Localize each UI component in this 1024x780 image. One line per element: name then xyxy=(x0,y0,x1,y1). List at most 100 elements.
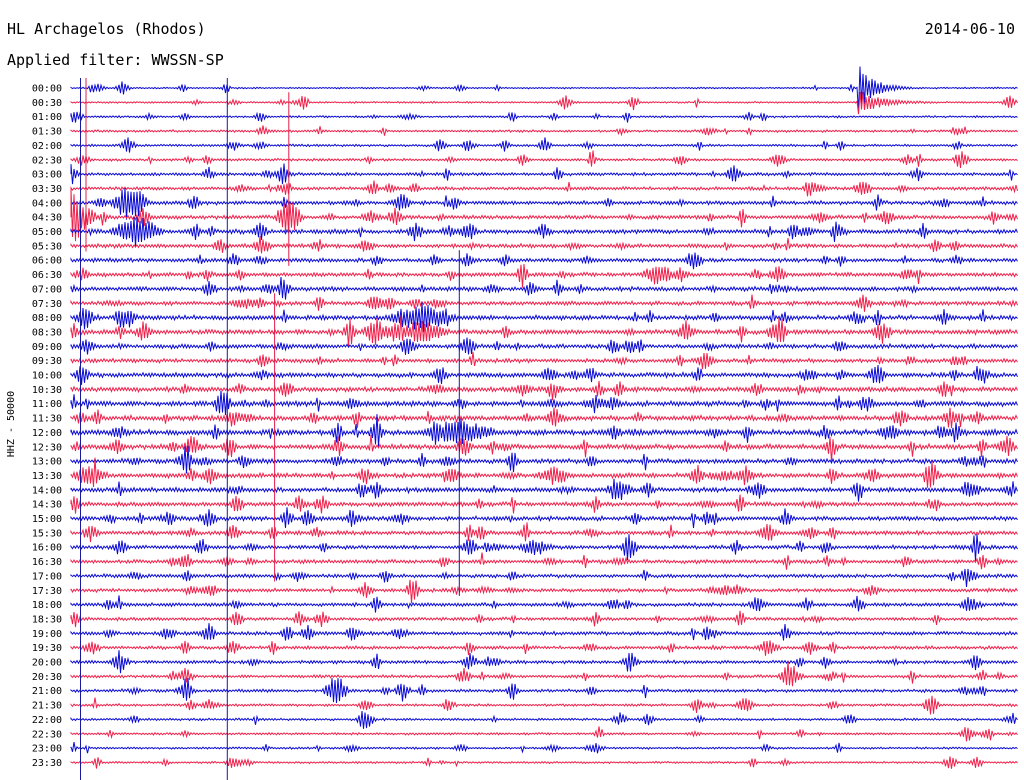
row-label: 04:00 xyxy=(32,198,62,209)
trace-row-0130 xyxy=(70,125,1018,137)
filter-label: Applied filter: WWSSN-SP xyxy=(7,51,224,69)
row-label: 00:00 xyxy=(32,84,62,95)
row-label: 07:30 xyxy=(32,299,62,310)
row-label: 22:00 xyxy=(32,715,62,726)
trace-row-0230 xyxy=(70,150,1018,169)
row-label: 12:00 xyxy=(32,428,62,439)
row-label: 11:30 xyxy=(32,414,62,425)
trace-row-2130 xyxy=(70,695,1018,715)
trace-row-1630 xyxy=(70,552,1018,570)
y-axis-label: HHZ - 50000 xyxy=(6,391,17,457)
trace-row-2200 xyxy=(70,710,1018,729)
trace-row-1130 xyxy=(70,407,1018,429)
row-label: 17:00 xyxy=(32,571,62,582)
row-label: 16:00 xyxy=(32,543,62,554)
trace-row-0730 xyxy=(70,294,1018,312)
row-label: 05:00 xyxy=(32,227,62,238)
row-label: 22:30 xyxy=(32,729,62,740)
row-label: 10:00 xyxy=(32,371,62,382)
row-label: 09:00 xyxy=(32,342,62,353)
filter-prefix: Applied filter: xyxy=(7,51,143,69)
trace-row-0000 xyxy=(70,66,1018,113)
row-label: 17:30 xyxy=(32,586,62,597)
trace-row-1430 xyxy=(70,494,1018,514)
trace-row-2300 xyxy=(70,742,1018,754)
trace-row-1700 xyxy=(70,568,1018,587)
trace-row-1730 xyxy=(70,579,1018,604)
row-label-layer: 00:00 00:30 01:00 01:30 02:00 02:30 03:00 03:30… xyxy=(32,84,62,769)
row-label: 18:00 xyxy=(32,600,62,611)
row-label: 02:00 xyxy=(32,141,62,152)
row-label: 03:00 xyxy=(32,170,62,181)
row-label: 23:30 xyxy=(32,758,62,769)
row-label: 23:00 xyxy=(32,744,62,755)
row-label: 21:30 xyxy=(32,701,62,712)
row-label: 18:30 xyxy=(32,614,62,625)
row-label: 15:00 xyxy=(32,514,62,525)
trace-row-1900 xyxy=(70,623,1018,641)
row-label: 19:30 xyxy=(32,643,62,654)
row-label: 09:30 xyxy=(32,356,62,367)
row-label: 01:00 xyxy=(32,112,62,123)
row-label: 02:30 xyxy=(32,155,62,166)
row-label: 10:30 xyxy=(32,385,62,396)
row-label: 11:00 xyxy=(32,399,62,410)
date-label: 2014-06-10 xyxy=(924,20,1015,38)
row-label: 20:00 xyxy=(32,658,62,669)
trace-row-1000 xyxy=(70,364,1018,385)
row-label: 19:00 xyxy=(32,629,62,640)
row-label: 16:30 xyxy=(32,557,62,568)
trace-row-1500 xyxy=(70,507,1018,529)
row-label: 13:30 xyxy=(32,471,62,482)
row-label: 06:00 xyxy=(32,256,62,267)
station-title: HL Archagelos (Rhodos) xyxy=(7,20,206,38)
trace-row-1830 xyxy=(70,610,1018,628)
marker-layer xyxy=(80,78,460,780)
trace-row-0200 xyxy=(70,137,1018,153)
trace-row-0630 xyxy=(70,263,1018,288)
trace-row-0030 xyxy=(70,92,1018,115)
trace-row-1600 xyxy=(70,533,1018,561)
trace-row-0700 xyxy=(70,276,1018,300)
trace-row-0300 xyxy=(70,163,1018,185)
trace-row-0330 xyxy=(70,180,1018,197)
row-label: 15:30 xyxy=(32,528,62,539)
trace-row-0500 xyxy=(70,216,1018,248)
row-label: 01:30 xyxy=(32,127,62,138)
trace-row-1930 xyxy=(70,640,1018,656)
row-label: 04:30 xyxy=(32,213,62,224)
filter-name: WWSSN-SP xyxy=(151,51,224,69)
trace-row-0930 xyxy=(70,351,1018,370)
row-label: 14:30 xyxy=(32,500,62,511)
row-label: 05:30 xyxy=(32,241,62,252)
trace-row-0100 xyxy=(70,111,1018,123)
row-label: 08:30 xyxy=(32,327,62,338)
row-label: 13:00 xyxy=(32,457,62,468)
trace-row-0400 xyxy=(70,187,1018,220)
trace-row-2230 xyxy=(70,726,1018,742)
trace-row-2030 xyxy=(70,661,1018,687)
row-label: 12:30 xyxy=(32,442,62,453)
row-label: 00:30 xyxy=(32,98,62,109)
row-label: 07:00 xyxy=(32,284,62,295)
row-label: 21:00 xyxy=(32,686,62,697)
row-label: 03:30 xyxy=(32,184,62,195)
trace-row-2000 xyxy=(70,650,1018,674)
trace-row-1100 xyxy=(70,390,1018,416)
trace-row-1800 xyxy=(70,595,1018,613)
row-label: 06:30 xyxy=(32,270,62,281)
trace-layer xyxy=(70,66,1018,769)
trace-row-1030 xyxy=(70,380,1018,401)
row-label: 20:30 xyxy=(32,672,62,683)
trace-row-0900 xyxy=(70,337,1018,355)
row-label: 08:00 xyxy=(32,313,62,324)
trace-row-1230 xyxy=(70,434,1018,463)
row-label: 14:00 xyxy=(32,485,62,496)
trace-row-0530 xyxy=(70,235,1018,254)
trace-row-1530 xyxy=(70,522,1018,543)
trace-row-2330 xyxy=(70,756,1018,769)
trace-row-0600 xyxy=(70,252,1018,270)
trace-row-1400 xyxy=(70,478,1018,502)
trace-row-2100 xyxy=(70,678,1018,704)
